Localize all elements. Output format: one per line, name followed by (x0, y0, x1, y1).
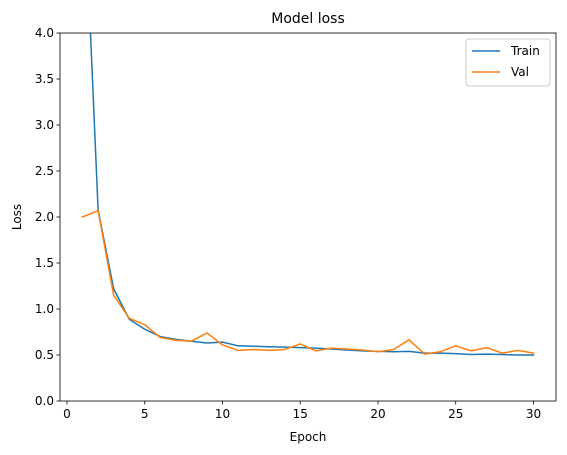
series-line-val (81, 209, 535, 355)
y-tick-label: 3.5 (35, 72, 54, 86)
x-tick-label: 5 (141, 407, 149, 421)
y-tick-label: 2.5 (35, 164, 54, 178)
chart-title: Model loss (271, 11, 345, 27)
x-tick-label: 15 (293, 407, 308, 421)
y-tick-label: 3.0 (35, 118, 54, 132)
legend-label-train: Train (510, 44, 540, 58)
x-tick-label: 10 (215, 407, 230, 421)
x-tick-label: 20 (370, 407, 385, 421)
x-tick-label: 0 (63, 407, 71, 421)
x-tick-label: 30 (526, 407, 541, 421)
y-tick-label: 0.5 (35, 348, 54, 362)
legend-label-val: Val (511, 65, 529, 79)
y-axis-label: Loss (10, 204, 24, 230)
y-tick-label: 0.0 (35, 394, 54, 408)
y-tick-label: 2.0 (35, 210, 54, 224)
legend: Train Val (465, 38, 551, 87)
x-tick-label: 25 (448, 407, 463, 421)
x-axis-label: Epoch (290, 430, 327, 444)
plot-frame (59, 32, 557, 402)
y-tick-label: 4.0 (35, 26, 54, 40)
y-tick-label: 1.5 (35, 256, 54, 270)
y-tick-label: 1.0 (35, 302, 54, 316)
